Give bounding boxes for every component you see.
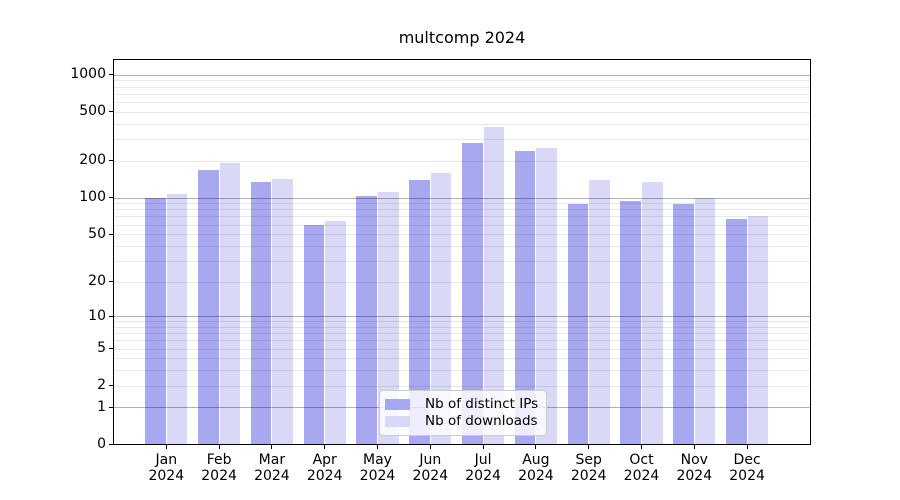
- bar-ips-aug: [514, 151, 536, 445]
- x-tick-jul: [482, 444, 484, 449]
- legend-swatch-downloads: [385, 416, 410, 427]
- bar-ips-oct: [620, 200, 642, 445]
- y-tick-label-50: 50: [88, 225, 106, 242]
- plot-area: [113, 59, 811, 445]
- x-tick-label-oct: Oct 2024: [623, 451, 660, 485]
- y-tick-0: [108, 443, 113, 446]
- bar-ips-may: [356, 196, 378, 445]
- y-tick-label-10: 10: [88, 307, 106, 324]
- bar-downloads-oct: [641, 182, 663, 445]
- y-tick-label-200: 200: [79, 152, 106, 169]
- y-tick-2: [108, 385, 113, 387]
- y-tick-label-2: 2: [97, 377, 106, 394]
- bar-downloads-jul: [483, 126, 505, 445]
- y-tick-500: [108, 111, 113, 113]
- legend: Nb of distinct IPs Nb of downloads: [379, 390, 548, 436]
- bar-ips-mar: [250, 182, 272, 445]
- y-tick-label-500: 500: [79, 103, 106, 120]
- x-tick-sep: [588, 444, 590, 449]
- x-tick-dec: [746, 444, 748, 449]
- bar-ips-jul: [462, 142, 483, 445]
- bar-downloads-nov: [694, 197, 716, 445]
- x-tick-label-sep: Sep 2024: [570, 451, 607, 485]
- bar-downloads-apr: [325, 221, 346, 445]
- x-tick-mar: [271, 444, 273, 449]
- x-tick-label-aug: Aug 2024: [518, 451, 554, 485]
- x-tick-may: [376, 444, 379, 449]
- y-tick-200: [108, 160, 113, 162]
- x-tick-oct: [640, 444, 643, 449]
- bar-downloads-jun: [430, 172, 452, 445]
- x-tick-nov: [693, 444, 695, 449]
- x-tick-label-jun: Jun 2024: [412, 451, 449, 485]
- y-tick-label-100: 100: [79, 189, 106, 206]
- x-tick-label-nov: Nov 2024: [676, 451, 713, 485]
- y-tick-1000: [108, 74, 113, 76]
- legend-swatch-distinct-ips: [385, 399, 410, 410]
- y-tick-10: [108, 315, 113, 317]
- x-tick-label-dec: Dec 2024: [729, 451, 765, 485]
- x-tick-label-feb: Feb 2024: [201, 451, 237, 485]
- x-tick-feb: [218, 444, 220, 449]
- x-tick-label-jul: Jul 2024: [465, 451, 501, 485]
- chart-title: multcomp 2024: [398, 28, 526, 47]
- x-tick-jan: [165, 444, 167, 449]
- bar-downloads-aug: [536, 148, 557, 445]
- bar-ips-nov: [673, 204, 694, 445]
- y-tick-label-5: 5: [97, 340, 106, 357]
- y-tick-50: [108, 233, 113, 235]
- bar-downloads-mar: [272, 179, 293, 445]
- bars-layer: [113, 59, 811, 445]
- bar-downloads-feb: [219, 163, 241, 445]
- legend-label-downloads: Nb of downloads: [425, 413, 538, 429]
- bar-ips-jun: [409, 180, 430, 445]
- bar-downloads-sep: [589, 179, 610, 445]
- bar-downloads-may: [377, 192, 399, 445]
- x-tick-label-jan: Jan 2024: [148, 451, 185, 485]
- bar-downloads-jan: [166, 194, 188, 445]
- x-tick-label-mar: Mar 2024: [254, 451, 290, 485]
- legend-label-distinct-ips: Nb of distinct IPs: [425, 396, 539, 412]
- x-tick-label-may: May 2024: [359, 451, 396, 485]
- y-tick-5: [108, 348, 113, 350]
- y-tick-1: [108, 406, 113, 408]
- y-tick-100: [108, 196, 113, 199]
- bar-ips-feb: [198, 170, 219, 445]
- bar-ips-jan: [145, 197, 166, 445]
- y-tick-20: [108, 281, 113, 283]
- y-tick-label-20: 20: [88, 273, 106, 290]
- x-tick-aug: [535, 444, 537, 449]
- x-tick-jun: [429, 444, 431, 449]
- y-tick-label-1: 1: [97, 398, 106, 415]
- bar-ips-sep: [567, 204, 589, 445]
- bar-ips-dec: [726, 218, 747, 445]
- y-tick-label-0: 0: [97, 436, 106, 452]
- x-tick-label-apr: Apr 2024: [306, 451, 343, 485]
- legend-item-downloads: Nb of downloads: [385, 413, 538, 430]
- legend-item-distinct-ips: Nb of distinct IPs: [385, 396, 538, 413]
- y-tick-label-1000: 1000: [70, 66, 106, 83]
- x-tick-apr: [324, 444, 326, 449]
- bar-downloads-dec: [747, 215, 769, 445]
- bar-ips-apr: [303, 224, 325, 445]
